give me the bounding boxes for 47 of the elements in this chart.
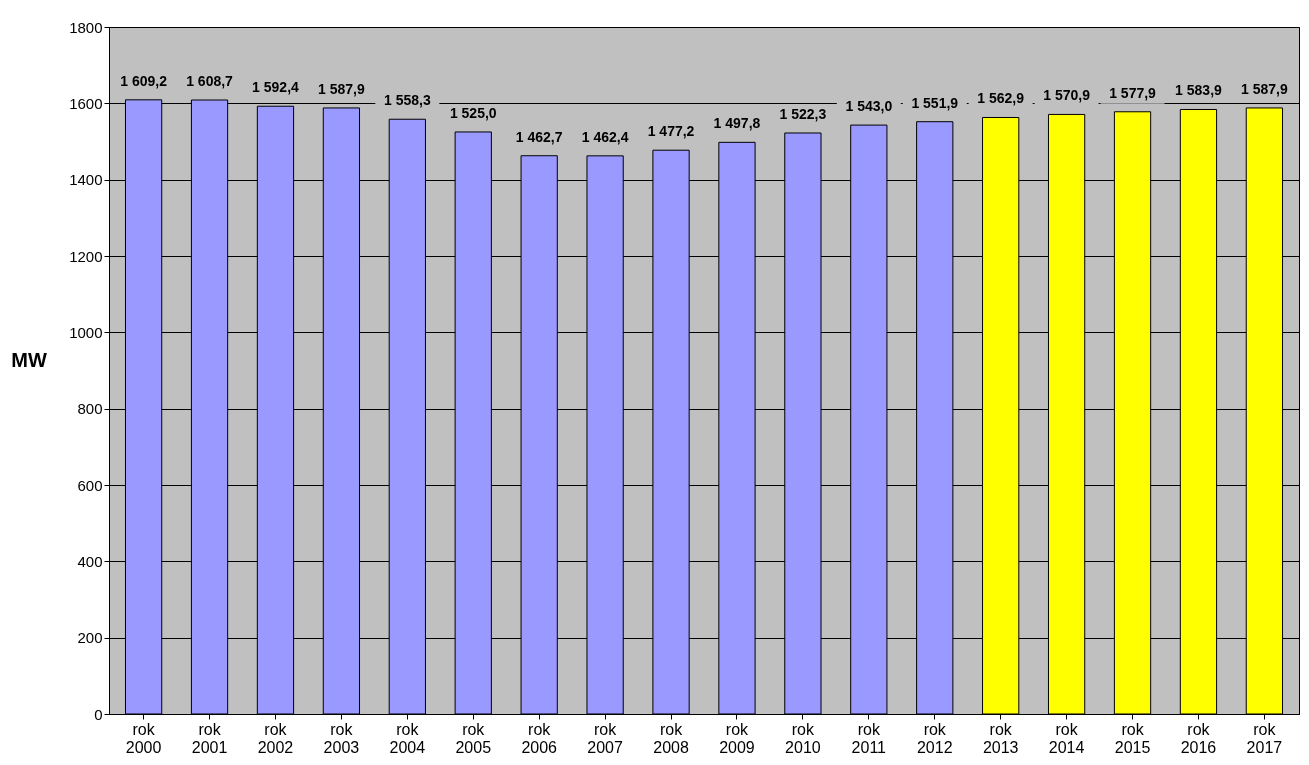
y-tick-label: 1200	[69, 247, 103, 265]
data-label: 1 497,8	[713, 115, 761, 132]
y-tick-label: 200	[77, 629, 103, 647]
x-tick-label: rok 2007	[587, 720, 624, 756]
data-label: 1 587,9	[318, 80, 365, 97]
data-label: 1 608,7	[186, 73, 234, 90]
x-tick-label: rok 2016	[1180, 720, 1217, 756]
data-label: 1 462,4	[581, 128, 629, 145]
x-tick-label: rok 2008	[653, 720, 689, 756]
y-tick-label: 600	[77, 476, 103, 494]
y-tick-label: 800	[77, 400, 103, 418]
data-label: 1 577,9	[1109, 84, 1157, 101]
data-label: 1 570,9	[1043, 87, 1091, 104]
data-label: 1 477,2	[647, 123, 695, 140]
y-tick-label: 1600	[69, 94, 103, 112]
x-tick-label: rok 2010	[785, 720, 821, 756]
x-tick-label: rok 2006	[521, 720, 558, 756]
y-tick-label: 400	[77, 552, 103, 570]
x-tick-label: rok 2002	[257, 720, 294, 756]
y-tick-label: 1400	[69, 171, 103, 189]
data-label: 1 583,9	[1175, 82, 1223, 99]
y-tick-label: 1000	[69, 323, 103, 341]
x-tick-label: rok 2015	[1114, 720, 1151, 756]
y-tick-label: 1800	[69, 18, 103, 36]
x-tick-label: rok 2005	[455, 720, 492, 756]
x-tick-label: rok 2014	[1048, 720, 1085, 756]
x-tick-label: rok 2000	[125, 720, 162, 756]
data-label: 1 462,7	[515, 128, 563, 145]
x-tick-label: rok 2001	[191, 720, 228, 756]
data-label: 1 587,9	[1241, 80, 1288, 97]
x-tick-label: rok 2003	[323, 720, 360, 756]
data-label: 1 558,3	[383, 92, 431, 109]
x-tick-label: rok 2012	[916, 720, 953, 756]
y-axis-title: MW	[11, 349, 48, 371]
x-tick-label: rok 2004	[389, 720, 426, 756]
data-label: 1 525,0	[449, 104, 497, 121]
y-tick-label: 0	[94, 705, 103, 723]
x-tick-label: rok 2009	[719, 720, 755, 756]
data-label: 1 592,4	[252, 79, 300, 96]
x-tick-label: rok 2011	[851, 720, 887, 756]
data-label: 1 609,2	[120, 72, 168, 89]
x-tick-label: rok 2017	[1246, 720, 1283, 756]
data-label: 1 543,0	[845, 98, 893, 115]
x-tick-label: rok 2013	[982, 720, 1019, 756]
data-label: 1 551,9	[911, 94, 959, 111]
data-label: 1 562,9	[977, 90, 1025, 107]
data-label: 1 522,3	[779, 105, 827, 122]
